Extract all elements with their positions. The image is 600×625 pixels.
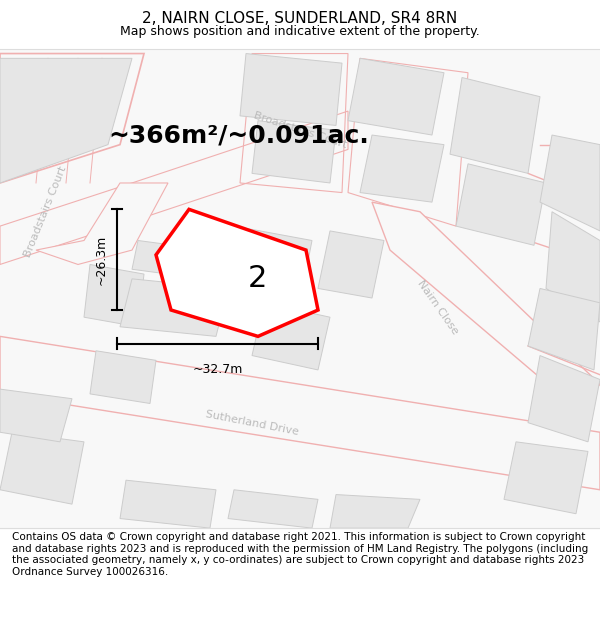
Polygon shape xyxy=(546,212,600,322)
Polygon shape xyxy=(450,78,540,173)
Text: ~26.3m: ~26.3m xyxy=(95,234,108,285)
Polygon shape xyxy=(504,442,588,514)
Text: Broadstairs Court: Broadstairs Court xyxy=(22,165,68,259)
Text: 2, NAIRN CLOSE, SUNDERLAND, SR4 8RN: 2, NAIRN CLOSE, SUNDERLAND, SR4 8RN xyxy=(142,11,458,26)
Polygon shape xyxy=(240,54,342,126)
Polygon shape xyxy=(360,135,444,202)
Polygon shape xyxy=(120,480,216,528)
Polygon shape xyxy=(528,289,600,370)
Text: Broadstairs Court: Broadstairs Court xyxy=(252,111,348,150)
Polygon shape xyxy=(456,164,546,245)
Text: Contains OS data © Crown copyright and database right 2021. This information is : Contains OS data © Crown copyright and d… xyxy=(12,532,588,577)
Text: Nairn Close: Nairn Close xyxy=(416,279,460,336)
Polygon shape xyxy=(90,351,156,404)
Polygon shape xyxy=(252,303,330,370)
Polygon shape xyxy=(330,494,420,528)
Text: 2: 2 xyxy=(247,264,266,293)
Polygon shape xyxy=(84,264,144,327)
Polygon shape xyxy=(252,121,336,183)
Polygon shape xyxy=(0,336,600,490)
Polygon shape xyxy=(120,279,228,336)
Polygon shape xyxy=(372,202,600,408)
Text: ~32.7m: ~32.7m xyxy=(193,362,242,376)
Polygon shape xyxy=(228,490,318,528)
Polygon shape xyxy=(0,432,84,504)
Polygon shape xyxy=(36,183,168,264)
Polygon shape xyxy=(0,58,132,183)
Text: Sutherland Drive: Sutherland Drive xyxy=(205,409,299,437)
Polygon shape xyxy=(222,226,312,303)
Polygon shape xyxy=(156,209,318,336)
Polygon shape xyxy=(540,135,600,231)
Polygon shape xyxy=(348,58,444,135)
Polygon shape xyxy=(0,111,348,264)
Polygon shape xyxy=(0,49,600,528)
Polygon shape xyxy=(528,356,600,442)
Polygon shape xyxy=(0,389,72,442)
Polygon shape xyxy=(318,231,384,298)
Text: Map shows position and indicative extent of the property.: Map shows position and indicative extent… xyxy=(120,25,480,38)
Text: ~366m²/~0.091ac.: ~366m²/~0.091ac. xyxy=(108,123,369,147)
Polygon shape xyxy=(132,241,210,279)
